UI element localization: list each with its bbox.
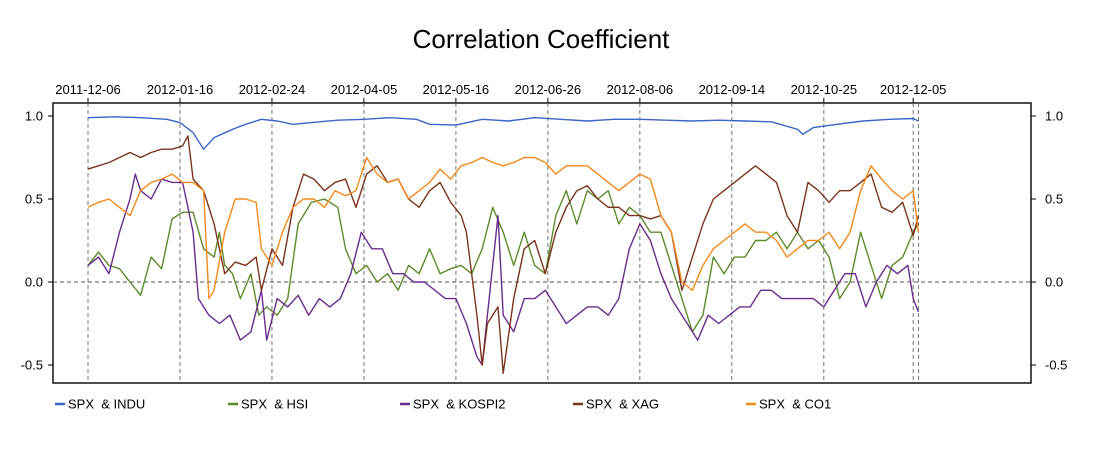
y-tick-label: 0.0 [25,275,43,290]
x-tick-label: 2012-08-06 [607,82,674,97]
x-tick-label: 2012-04-05 [331,82,398,97]
y-tick-label: 0.0 [1045,275,1063,290]
x-tick-label: 2012-01-16 [147,82,214,97]
series-line-1 [87,116,919,150]
x-tick-label: 2012-05-16 [423,82,490,97]
legend-label: SPX & CO1 [759,397,831,412]
y-tick-label: -0.5 [1045,358,1067,373]
x-tick-label: 2012-02-24 [239,82,306,97]
x-tick-label: 2011-12-06 [55,82,121,97]
vertical-grid [87,103,919,383]
legend-label: SPX & XAG [586,397,659,412]
y-axis-right: 1.0 0.5 0.0 -0.5 [1031,109,1067,373]
x-axis-top: 2011-12-06 2012-01-16 2012-02-24 2012-04-05… [55,82,946,103]
chart-title: Correlation Coefficient [413,24,671,54]
y-tick-label: -0.5 [21,358,43,373]
x-tick-label: 2012-10-25 [791,82,858,97]
series-line-3 [87,173,920,366]
y-tick-label: 0.5 [25,192,43,207]
series-lines [87,116,920,374]
legend-label: SPX & INDU [68,397,145,412]
legend-label: SPX & KOSPI2 [413,397,506,412]
y-axis-left: 1.0 0.5 0.0 -0.5 [21,109,53,373]
y-tick-label: 0.5 [1045,192,1063,207]
y-tick-label: 1.0 [1045,109,1063,124]
y-tick-label: 1.0 [25,109,43,124]
series-line-4 [87,135,920,374]
series-line-5 [87,156,920,300]
x-tick-label: 2012-06-26 [515,82,582,97]
plot-frame [52,102,1032,384]
x-tick-label: 2012-12-05 [880,82,947,97]
legend-label: SPX & HSI [241,397,308,412]
legend: SPX & INDU SPX & HSI SPX & KOSPI2 SPX & XAG… [55,397,831,412]
x-tick-label: 2012-09-14 [699,82,766,97]
